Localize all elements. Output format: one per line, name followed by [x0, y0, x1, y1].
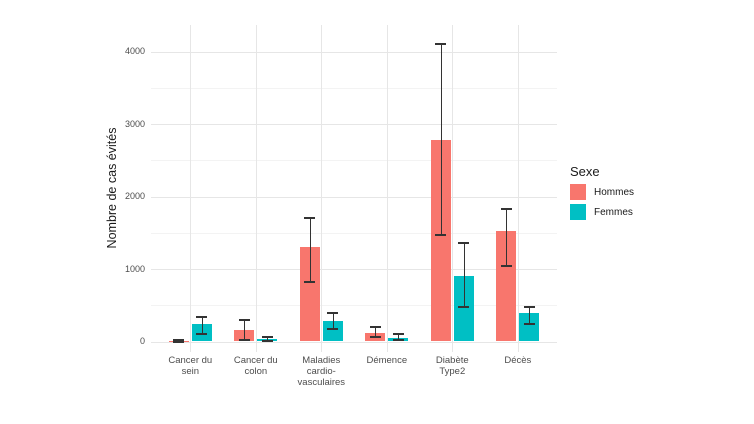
error-bar-cap [392, 333, 404, 336]
error-bar-cap [327, 312, 339, 315]
gridline-major [151, 341, 557, 343]
gridline-vertical [517, 25, 519, 352]
x-tick-label: Diabète Type2 [412, 355, 492, 377]
x-tick-label-line: vasculaires [297, 377, 346, 388]
error-bar-cap [196, 315, 208, 318]
x-tick-label: Démence [347, 355, 427, 366]
error-bar-cap [304, 281, 316, 284]
legend-item-hommes: Hommes [570, 184, 634, 200]
error-bar-cap [238, 339, 250, 342]
y-tick-label: 3000 [124, 118, 145, 129]
x-tick-label-line: cardio- [306, 366, 336, 377]
gridline-major [151, 124, 557, 126]
error-bar-cap [369, 336, 381, 339]
error-bar [267, 337, 269, 342]
gridline-major [151, 269, 557, 271]
x-tick-label-line: Type2 [439, 366, 466, 377]
error-bar-cap [173, 338, 185, 341]
x-tick-label-line: sein [181, 366, 200, 377]
x-tick-label: Cancer du sein [150, 355, 230, 377]
gridline-vertical [386, 25, 388, 352]
error-bar-cap [435, 233, 447, 236]
error-bar-cap [458, 305, 470, 308]
gridline-major [151, 51, 557, 53]
error-bar-cap [458, 241, 470, 244]
error-bar [201, 316, 203, 334]
error-bar-cap [523, 306, 535, 309]
x-tick-label-line: Diabète [435, 355, 469, 366]
error-bar-cap [392, 339, 404, 342]
y-tick-label: 4000 [124, 46, 145, 57]
x-tick-label-line: Cancer du [233, 355, 278, 366]
error-bar [398, 334, 400, 341]
error-bar [375, 327, 377, 338]
bar-hommes-5 [430, 140, 451, 342]
gridline-minor [151, 160, 557, 162]
error-bar-cap [196, 332, 208, 335]
x-tick-label: Décès [478, 355, 558, 366]
y-tick-label: 1000 [124, 263, 145, 274]
error-bar [332, 313, 334, 329]
legend-items: Hommes Femmes [570, 184, 634, 220]
gridline-minor [151, 87, 557, 89]
legend-title: Sexe [570, 164, 600, 179]
x-tick-label: Maladies cardio-vasculaires [281, 355, 361, 388]
legend-label: Hommes [594, 186, 635, 198]
gridline-vertical [255, 25, 257, 352]
y-axis-title: Nombre de cas évités [105, 127, 119, 249]
error-bar-cap [261, 340, 273, 343]
x-tick-label-line: colon [244, 366, 268, 377]
error-bar-cap [369, 326, 381, 329]
error-bar [529, 307, 531, 325]
bar-femmes-5 [453, 275, 474, 342]
bar-hommes-3 [299, 247, 320, 342]
error-bar-cap [261, 336, 273, 339]
error-bar-cap [523, 323, 535, 326]
gridline-vertical [190, 25, 192, 352]
error-bar [244, 320, 246, 341]
plot-panel [151, 25, 557, 352]
error-bar [440, 44, 442, 235]
legend-swatch-femmes [570, 204, 586, 220]
error-bar-cap [238, 319, 250, 322]
error-bar [506, 208, 508, 267]
legend-label: Femmes [594, 206, 633, 218]
error-bar-cap [304, 216, 316, 219]
error-bar [309, 217, 311, 283]
x-tick-label-line: Décès [504, 355, 532, 366]
legend: Sexe Hommes Femmes [570, 164, 634, 224]
gridline-vertical [452, 25, 454, 352]
gridline-minor [151, 232, 557, 234]
error-bar-cap [327, 327, 339, 330]
y-tick-label: 2000 [124, 191, 145, 202]
legend-item-femmes: Femmes [570, 204, 634, 220]
x-tick-label: Cancer du colon [216, 355, 296, 377]
bar-hommes-6 [496, 230, 517, 342]
gridline-minor [151, 305, 557, 307]
x-tick-label-line: Démence [366, 355, 408, 366]
bar-femmes-3 [322, 320, 343, 342]
gridline-vertical [321, 25, 323, 352]
error-bar-cap [500, 265, 512, 268]
error-bar-cap [500, 207, 512, 210]
bar-femmes-6 [519, 313, 540, 342]
error-bar [463, 242, 465, 307]
y-tick-label: 0 [139, 336, 145, 346]
legend-swatch-hommes [570, 184, 586, 200]
error-bar-cap [435, 43, 447, 46]
gridline-major [151, 196, 557, 198]
x-tick-label-line: Maladies [302, 355, 341, 366]
x-tick-label-line: Cancer du [168, 355, 213, 366]
error-bar-cap [173, 340, 185, 343]
